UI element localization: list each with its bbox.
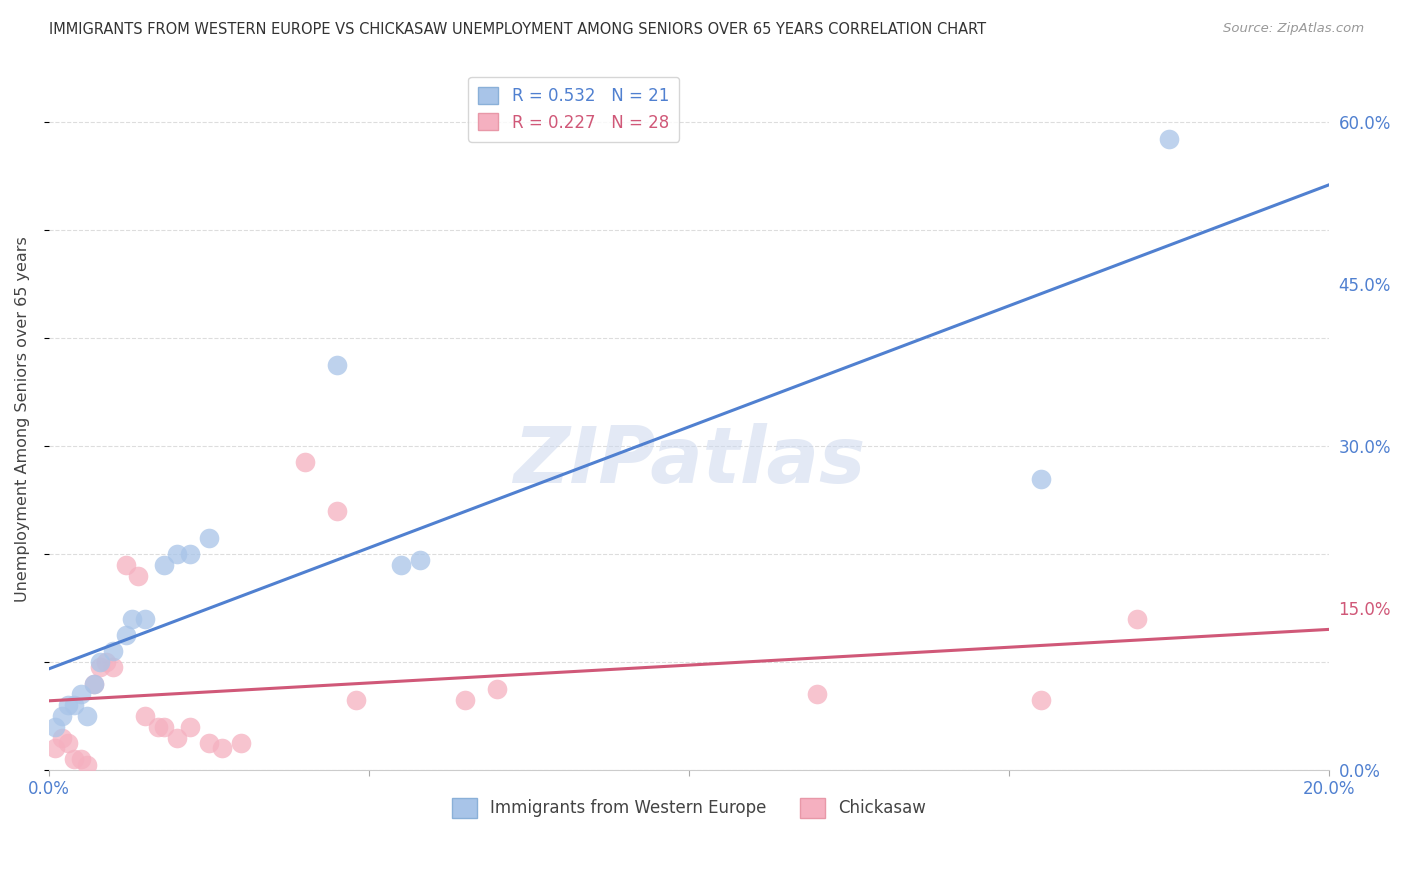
Point <box>1157 131 1180 145</box>
Point <box>197 736 219 750</box>
Point <box>76 709 98 723</box>
Legend: Immigrants from Western Europe, Chickasaw: Immigrants from Western Europe, Chickasa… <box>444 791 932 825</box>
Point <box>1126 612 1149 626</box>
Point <box>96 655 118 669</box>
Point <box>121 612 143 626</box>
Point <box>44 741 66 756</box>
Text: IMMIGRANTS FROM WESTERN EUROPE VS CHICKASAW UNEMPLOYMENT AMONG SENIORS OVER 65 Y: IMMIGRANTS FROM WESTERN EUROPE VS CHICKA… <box>49 22 987 37</box>
Point <box>83 676 105 690</box>
Point <box>51 709 73 723</box>
Point <box>101 660 124 674</box>
Point <box>153 558 176 572</box>
Point <box>806 688 828 702</box>
Point <box>326 359 349 373</box>
Point <box>454 693 477 707</box>
Point <box>229 736 252 750</box>
Point <box>134 612 156 626</box>
Text: Source: ZipAtlas.com: Source: ZipAtlas.com <box>1223 22 1364 36</box>
Point <box>127 568 149 582</box>
Point <box>1029 693 1052 707</box>
Point <box>114 628 136 642</box>
Point <box>56 736 79 750</box>
Point <box>485 681 508 696</box>
Point <box>389 558 412 572</box>
Point <box>44 720 66 734</box>
Point <box>56 698 79 713</box>
Point <box>51 731 73 745</box>
Text: ZIPatlas: ZIPatlas <box>513 424 865 500</box>
Point <box>179 547 201 561</box>
Point <box>294 455 316 469</box>
Point <box>63 698 86 713</box>
Point <box>89 660 111 674</box>
Point <box>134 709 156 723</box>
Point <box>166 547 188 561</box>
Point <box>69 752 91 766</box>
Point <box>114 558 136 572</box>
Point <box>179 720 201 734</box>
Point <box>326 504 349 518</box>
Y-axis label: Unemployment Among Seniors over 65 years: Unemployment Among Seniors over 65 years <box>15 236 30 602</box>
Point <box>89 655 111 669</box>
Point <box>211 741 233 756</box>
Point <box>153 720 176 734</box>
Point <box>1029 472 1052 486</box>
Point <box>83 676 105 690</box>
Point <box>69 688 91 702</box>
Point <box>76 757 98 772</box>
Point <box>197 531 219 545</box>
Point <box>101 644 124 658</box>
Point <box>146 720 169 734</box>
Point <box>166 731 188 745</box>
Point <box>63 752 86 766</box>
Point <box>409 552 432 566</box>
Point <box>344 693 367 707</box>
